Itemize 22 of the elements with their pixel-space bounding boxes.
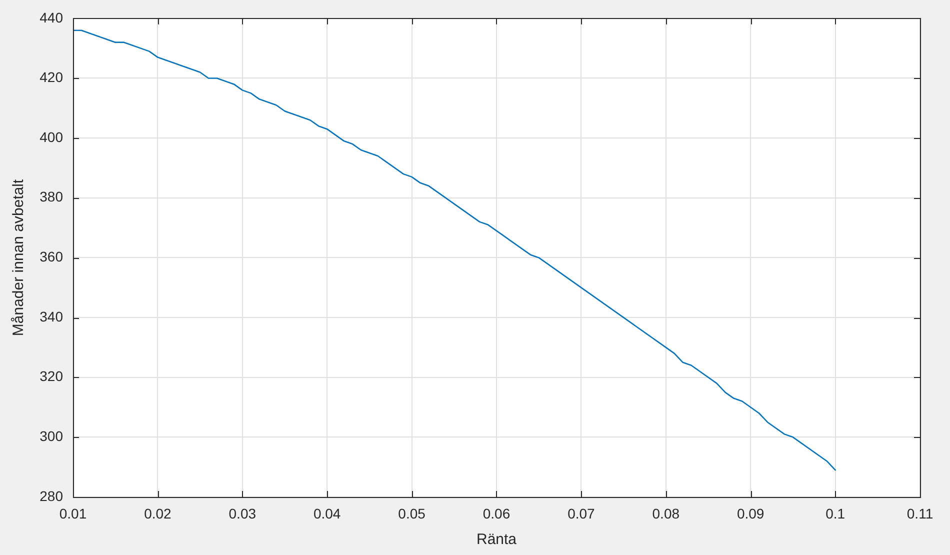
y-tick-label: 340 [40, 308, 64, 324]
y-tick-label: 300 [40, 428, 64, 444]
x-tick-label: 0.07 [568, 505, 596, 522]
y-tick-label: 360 [40, 248, 64, 265]
x-tick-label: 0.06 [482, 505, 510, 522]
x-tick-label: 0.04 [313, 505, 341, 522]
x-tick-label: 0.09 [736, 505, 764, 522]
y-tick-label: 380 [40, 188, 64, 205]
x-tick-label: 0.1 [826, 505, 846, 522]
y-tick-label: 400 [40, 128, 64, 145]
y-tick-label: 440 [40, 9, 64, 26]
x-axis-title: Ränta [476, 531, 518, 548]
y-tick-label: 320 [40, 368, 64, 384]
x-tick-label: 0.01 [59, 505, 87, 522]
x-tick-label: 0.05 [398, 505, 426, 522]
y-axis-title: Månader innan avbetalt [10, 178, 28, 336]
x-tick-label: 0.08 [652, 505, 680, 522]
x-tick-label: 0.02 [144, 505, 172, 522]
x-tick-label: 0.03 [228, 505, 256, 522]
x-tick-label: 0.11 [906, 505, 934, 522]
y-tick-label: 420 [40, 69, 64, 86]
y-tick-label: 280 [40, 488, 64, 504]
